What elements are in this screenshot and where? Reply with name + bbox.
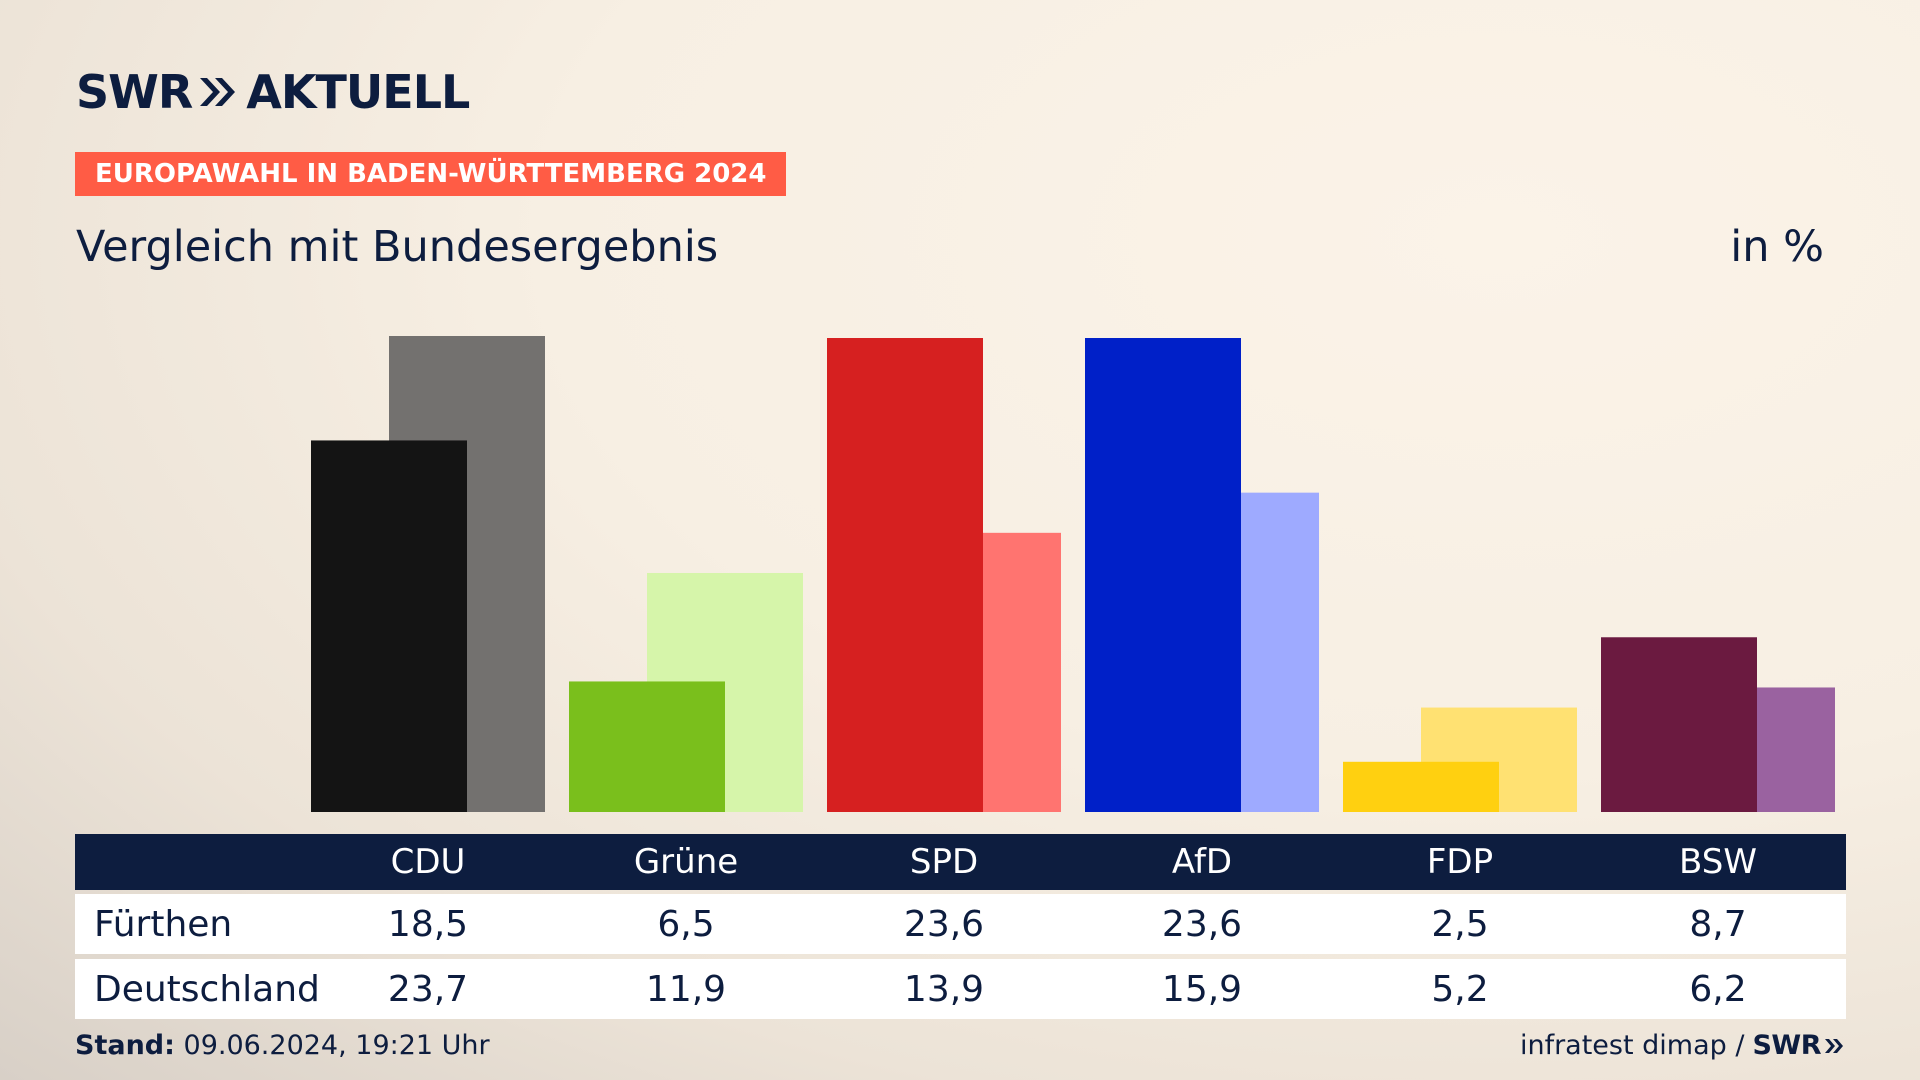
- table-row: Deutschland 23,7 11,9 13,9 15,9 5,2 6,2: [75, 959, 1846, 1019]
- bar-fuerthen-spd: [827, 338, 983, 812]
- table-cell-fdp: 2,5: [1431, 903, 1489, 945]
- timestamp: Stand: 09.06.2024, 19:21 Uhr: [75, 1030, 490, 1061]
- column-header-cdu: CDU: [390, 842, 466, 882]
- table-cell-gruene: 11,9: [645, 968, 727, 1010]
- table-cell-fdp: 5,2: [1431, 968, 1489, 1010]
- source-credit: infratest dimap / SWR: [1520, 1030, 1844, 1061]
- table-cell-spd: 13,9: [903, 968, 985, 1010]
- double-chevron-icon: [200, 78, 236, 106]
- column-header-afd: AfD: [1171, 842, 1233, 882]
- bar-fuerthen-afd: [1085, 338, 1241, 812]
- swr-aktuell-logo: SWR AKTUELL: [76, 65, 470, 119]
- election-kicker: EUROPAWAHL IN BADEN-WÜRTTEMBERG 2024: [75, 152, 787, 196]
- results-table: CDU Grüne SPD AfD FDP BSW Fürthen 18,5 6,5 23,6…: [75, 834, 1846, 1019]
- table-cell-bsw: 6,2: [1689, 968, 1747, 1010]
- logo-brand: SWR: [76, 65, 193, 119]
- table-cell-bsw: 8,7: [1689, 903, 1747, 945]
- source-text: infratest dimap /: [1519, 1030, 1745, 1061]
- bar-fuerthen-bsw: [1601, 637, 1757, 812]
- column-header-gruene: Grüne: [633, 842, 739, 882]
- row-label-fuerthen: Fürthen: [94, 903, 233, 945]
- chart-title: Vergleich mit Bundesergebnis: [76, 222, 719, 272]
- double-chevron-icon: [1825, 1038, 1843, 1053]
- table-cell-afd: 23,6: [1161, 903, 1243, 945]
- unit-label: in %: [1730, 222, 1824, 272]
- bar-fuerthen-gruene: [569, 681, 725, 812]
- column-header-fdp: FDP: [1426, 842, 1494, 882]
- logo-product: AKTUELL: [246, 65, 470, 119]
- column-header-bsw: BSW: [1679, 842, 1757, 882]
- bar-fuerthen-cdu: [311, 440, 467, 812]
- stand-value: 09.06.2024, 19:21 Uhr: [183, 1030, 490, 1061]
- stand-label: Stand:: [75, 1030, 175, 1061]
- table-cell-gruene: 6,5: [657, 903, 715, 945]
- row-label-deutschland: Deutschland: [94, 968, 320, 1010]
- table-cell-spd: 23,6: [903, 903, 985, 945]
- column-header-spd: SPD: [909, 842, 979, 882]
- bar-chart: [311, 336, 1835, 812]
- table-cell-afd: 15,9: [1161, 968, 1243, 1010]
- bar-fuerthen-fdp: [1343, 761, 1499, 812]
- table-cell-cdu: 18,5: [387, 903, 469, 945]
- table-header: CDU Grüne SPD AfD FDP BSW: [75, 834, 1846, 890]
- table-row: Fürthen 18,5 6,5 23,6 23,6 2,5 8,7: [75, 894, 1846, 954]
- table-cell-cdu: 23,7: [387, 968, 469, 1010]
- source-brand: SWR: [1752, 1030, 1821, 1061]
